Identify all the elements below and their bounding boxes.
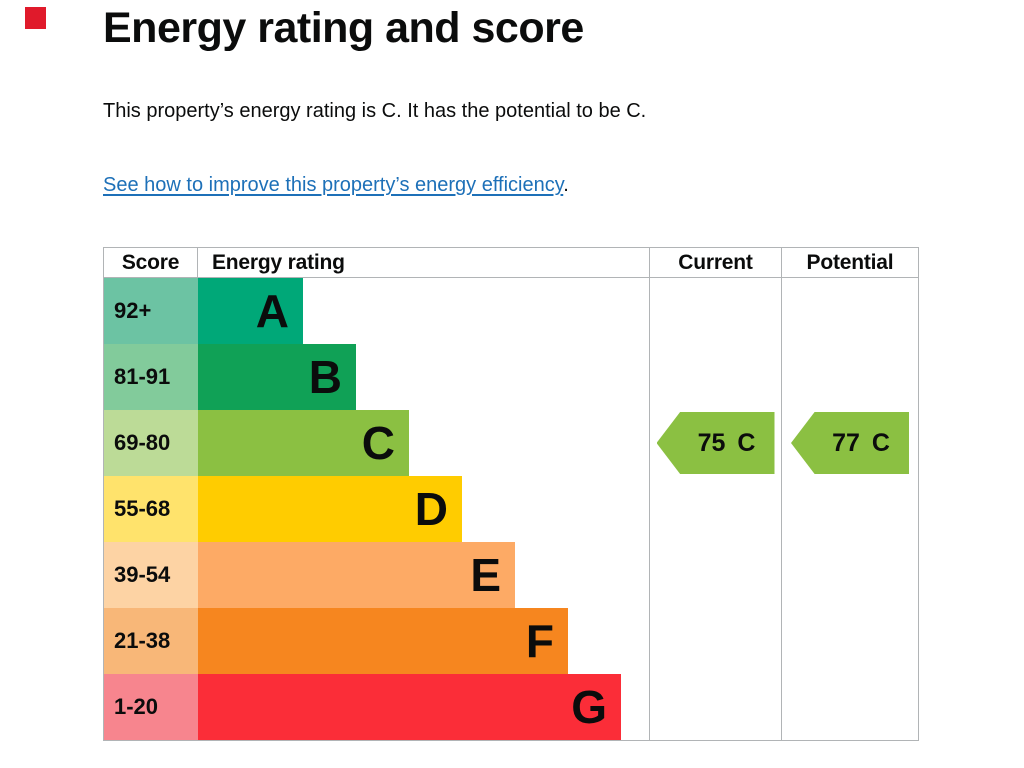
epc-band-row-g: 1-20 G — [104, 674, 918, 740]
current-rating-letter: C — [737, 428, 756, 457]
potential-rating-arrow: 77 C — [791, 412, 909, 474]
header-energy-rating: Energy rating — [212, 251, 345, 274]
score-range-cell: 92+ — [104, 278, 198, 344]
rating-letter: D — [414, 483, 448, 535]
current-cell — [649, 608, 781, 674]
rating-bar-cell: C — [198, 410, 649, 476]
header-current: Current — [649, 248, 781, 277]
potential-rating-letter: C — [871, 428, 890, 457]
epc-band-row-e: 39-54 E — [104, 542, 918, 608]
rating-letter: E — [470, 549, 501, 601]
epc-table-header: Score Energy rating Current Potential — [104, 248, 918, 278]
epc-band-row-f: 21-38 F — [104, 608, 918, 674]
potential-score: 77 — [832, 428, 860, 457]
epc-band-row-c: 69-80 C 75 C 77 C — [104, 410, 918, 476]
rating-bar-a: A — [198, 278, 303, 344]
rating-letter: F — [525, 615, 554, 667]
potential-cell — [781, 278, 918, 344]
rating-bar-cell: A — [198, 278, 649, 344]
score-range-cell: 39-54 — [104, 542, 198, 608]
current-score: 75 — [697, 428, 726, 457]
potential-cell — [781, 674, 918, 740]
rating-bar-c: C — [198, 410, 409, 476]
current-rating-arrow: 75 C — [656, 412, 775, 474]
potential-cell — [781, 608, 918, 674]
header-score: Score — [104, 248, 198, 277]
header-potential: Potential — [781, 248, 918, 277]
potential-cell — [781, 344, 918, 410]
potential-cell: 77 C — [781, 410, 918, 476]
current-cell — [649, 344, 781, 410]
epc-band-row-a: 92+ A — [104, 278, 918, 344]
score-range-cell: 1-20 — [104, 674, 198, 740]
rating-letter: A — [255, 285, 289, 337]
score-range-cell: 21-38 — [104, 608, 198, 674]
current-cell — [649, 542, 781, 608]
rating-bar-e: E — [198, 542, 515, 608]
improve-link-line: See how to improve this property’s energ… — [103, 174, 569, 197]
score-range-cell: 81-91 — [104, 344, 198, 410]
current-cell — [649, 278, 781, 344]
current-cell — [649, 476, 781, 542]
rating-bar-cell: G — [198, 674, 649, 740]
rating-bar-cell: E — [198, 542, 649, 608]
potential-cell — [781, 476, 918, 542]
link-suffix: . — [563, 174, 569, 196]
rating-bar-d: D — [198, 476, 462, 542]
current-cell: 75 C — [649, 410, 781, 476]
energy-rating-summary: This property’s energy rating is C. It h… — [103, 100, 647, 122]
rating-bar-cell: D — [198, 476, 649, 542]
rating-bar-cell: B — [198, 344, 649, 410]
current-cell — [649, 674, 781, 740]
rating-bar-b: B — [198, 344, 356, 410]
rating-bar-g: G — [198, 674, 621, 740]
score-range-cell: 69-80 — [104, 410, 198, 476]
epc-band-row-d: 55-68 D — [104, 476, 918, 542]
potential-cell — [781, 542, 918, 608]
red-marker — [25, 7, 46, 29]
score-range-cell: 55-68 — [104, 476, 198, 542]
page-title: Energy rating and score — [103, 4, 584, 52]
rating-letter: B — [308, 351, 342, 403]
rating-letter: C — [361, 417, 395, 469]
rating-bar-f: F — [198, 608, 568, 674]
epc-rows: 92+ A 81-91 B 69-80 C 75 C 77 C 55-68 D 39-54 E 21-38 F… — [104, 278, 918, 740]
rating-letter: G — [571, 681, 607, 733]
rating-bar-cell: F — [198, 608, 649, 674]
epc-band-row-b: 81-91 B — [104, 344, 918, 410]
epc-rating-table: Score Energy rating Current Potential 92… — [103, 247, 919, 741]
improve-efficiency-link[interactable]: See how to improve this property’s energ… — [103, 174, 564, 196]
